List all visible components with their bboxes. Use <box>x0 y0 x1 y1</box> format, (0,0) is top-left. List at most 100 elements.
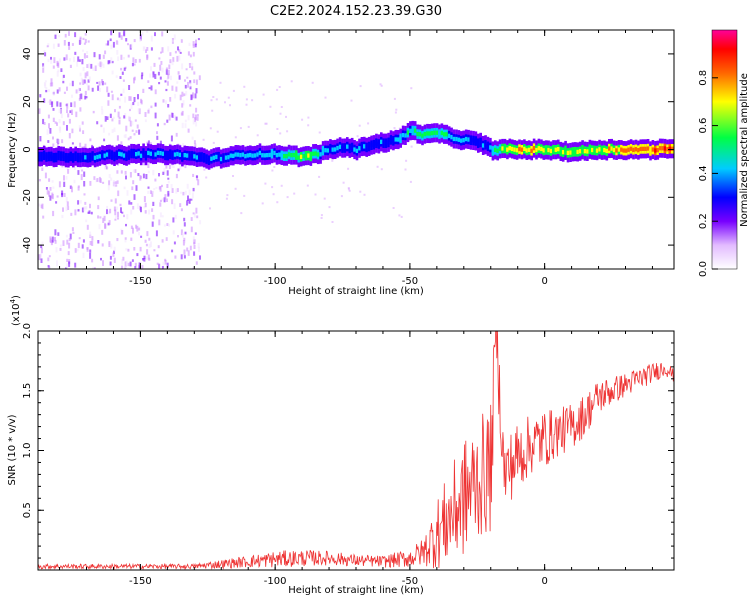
heatmap-noise-cell <box>125 38 128 42</box>
heatmap-noise-cell <box>124 170 127 175</box>
heatmap-noise-cell <box>161 266 164 269</box>
heatmap-noise-cell <box>120 67 123 71</box>
heatmap-noise-cell <box>145 256 148 260</box>
heatmap-noise-cell <box>107 210 110 215</box>
heatmap-noise-cell <box>68 133 71 139</box>
heatmap-noise-cell <box>192 187 195 192</box>
heatmap-noise-cell <box>49 238 52 243</box>
heatmap-noise-cell <box>102 260 104 266</box>
heatmap-noise-cell <box>117 56 120 61</box>
heatmap-noise-cell <box>76 61 79 67</box>
heatmap-noise-cell <box>39 136 42 142</box>
heatmap-noise-cell <box>148 87 151 90</box>
heatmap-noise-cell <box>98 224 101 230</box>
heatmap-noise-cell <box>170 75 172 81</box>
snr-scale-exponent: 4 <box>9 298 17 303</box>
heatmap-ridge-cell <box>142 150 145 156</box>
heatmap-ridge-cell <box>564 148 567 153</box>
heatmap-noise-cell <box>172 165 175 169</box>
heatmap-noise-cell <box>184 84 187 89</box>
heatmap-noise-cell <box>82 49 84 52</box>
heatmap-noise-cell <box>168 114 171 121</box>
heatmap-noise-cell <box>63 175 65 181</box>
heatmap-noise-cell <box>276 128 279 130</box>
heatmap-noise-cell <box>140 206 142 213</box>
heatmap-noise-cell <box>63 91 66 94</box>
heatmap-noise-cell <box>74 262 77 268</box>
heatmap-noise-cell <box>84 95 87 100</box>
heatmap-ridge-cell <box>326 148 330 153</box>
heatmap-noise-cell <box>79 82 82 85</box>
heatmap-noise-cell <box>239 127 242 130</box>
heatmap-noise-cell <box>150 241 152 248</box>
heatmap-ridge-cell <box>152 152 155 157</box>
heatmap-noise-cell <box>125 125 128 132</box>
heatmap-noise-cell <box>393 127 396 129</box>
heatmap-noise-cell <box>123 214 125 218</box>
heatmap-ridge-cell <box>467 137 470 142</box>
heatmap-ridge-cell <box>212 155 216 160</box>
heatmap-noise-cell <box>106 205 109 210</box>
heatmap-noise-cell <box>182 143 185 149</box>
x-tick-label: -150 <box>129 276 152 287</box>
heatmap-noise-cell <box>164 258 167 262</box>
colorbar-tick-label: 0.4 <box>698 165 709 181</box>
heatmap-ridge-cell <box>217 154 221 159</box>
heatmap-noise-cell <box>144 112 147 117</box>
heatmap-ridge-cell <box>360 144 364 149</box>
heatmap-noise-cell <box>62 121 65 126</box>
heatmap-noise-cell <box>73 101 76 108</box>
heatmap-noise-cell <box>104 166 107 170</box>
heatmap-noise-cell <box>154 112 157 119</box>
heatmap-ridge-cell <box>549 148 553 154</box>
heatmap-noise-cell <box>184 123 187 128</box>
heatmap-noise-cell <box>146 54 149 59</box>
heatmap-noise-cell <box>167 177 170 180</box>
heatmap-noise-cell <box>187 81 189 88</box>
heatmap-noise-cell <box>209 207 211 210</box>
heatmap-noise-cell <box>130 103 133 110</box>
heatmap-noise-cell <box>115 184 118 187</box>
heatmap-noise-cell <box>195 88 198 94</box>
heatmap-ridge-cell <box>57 153 60 158</box>
heatmap-noise-cell <box>395 108 398 111</box>
heatmap-noise-cell <box>84 72 87 79</box>
heatmap-noise-cell <box>96 178 99 182</box>
heatmap-noise-cell <box>107 184 110 191</box>
heatmap-ridge-cell <box>101 152 104 157</box>
heatmap-noise-cell <box>133 97 136 103</box>
heatmap-noise-cell <box>192 119 195 125</box>
heatmap-noise-cell <box>101 243 104 247</box>
heatmap-noise-cell <box>78 97 81 101</box>
heatmap-noise-cell <box>66 201 69 207</box>
heatmap-ylabel: Frequency (Hz) <box>7 112 18 188</box>
heatmap-noise-cell <box>102 217 105 223</box>
heatmap-ridge-cell <box>377 141 381 147</box>
heatmap-noise-cell <box>47 257 50 262</box>
heatmap-noise-cell <box>116 206 118 210</box>
heatmap-noise-cell <box>172 39 174 43</box>
heatmap-noise-cell <box>146 249 149 255</box>
heatmap-noise-cell <box>184 190 187 195</box>
heatmap-noise-cell <box>164 194 167 200</box>
heatmap-noise-cell <box>183 255 186 259</box>
heatmap-noise-cell <box>78 125 81 130</box>
heatmap-noise-cell <box>192 51 195 57</box>
heatmap-noise-cell <box>62 80 65 84</box>
heatmap-ridge-cell <box>263 153 267 158</box>
heatmap-noise-cell <box>331 221 334 223</box>
heatmap-noise-cell <box>84 38 87 44</box>
heatmap-ridge-cell <box>181 154 184 159</box>
heatmap-noise-cell <box>97 205 100 210</box>
heatmap-noise-cell <box>193 213 196 218</box>
heatmap-noise-cell <box>79 200 82 204</box>
heatmap-noise-cell <box>278 86 281 88</box>
heatmap-noise-cell <box>82 37 85 40</box>
heatmap-noise-cell <box>55 247 58 253</box>
heatmap-noise-cell <box>107 100 110 106</box>
heatmap-ridge-cell <box>559 149 563 154</box>
heatmap-ridge-cell <box>620 147 623 152</box>
heatmap-noise-cell <box>63 57 66 61</box>
heatmap-noise-cell <box>147 140 150 144</box>
heatmap-ridge-cell <box>295 152 298 158</box>
